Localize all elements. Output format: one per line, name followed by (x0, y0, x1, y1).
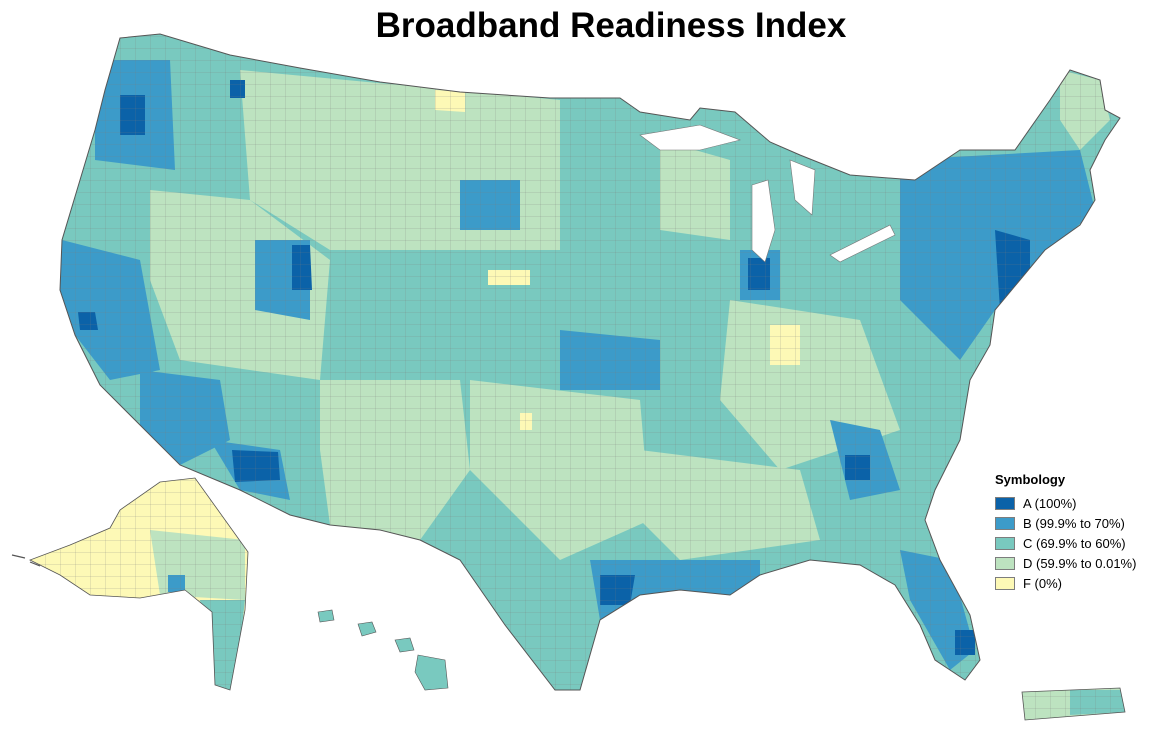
legend-swatch-d (995, 556, 1015, 570)
legend-swatch-a (995, 496, 1015, 510)
legend-item-f: F (0%) (995, 573, 1165, 593)
alaska (11, 477, 249, 691)
legend-item-a: A (100%) (995, 493, 1165, 513)
legend-label-c: C (69.9% to 60%) (1023, 535, 1126, 551)
lake-erie (829, 224, 896, 263)
legend-item-c: C (69.9% to 60%) (995, 533, 1165, 553)
puerto-rico-outline (1021, 687, 1126, 721)
legend-label-a: A (100%) (1023, 495, 1077, 511)
lake-superior (639, 124, 742, 151)
hawaii-big-island (414, 654, 449, 691)
legend-label-d: D (59.9% to 0.01%) (1023, 555, 1137, 571)
legend: Symbology A (100%) B (99.9% to 70%) C (6… (995, 472, 1165, 593)
hawaii-oahu (357, 621, 377, 637)
legend-swatch-f (995, 576, 1015, 590)
legend-swatch-b (995, 516, 1015, 530)
legend-title: Symbology (995, 472, 1066, 487)
alaska-grid-overlay (30, 478, 248, 690)
puerto-rico (1021, 687, 1126, 721)
contiguous-us-outline (59, 33, 1121, 691)
hawaii-maui (394, 637, 415, 653)
alaska-outline (29, 477, 249, 691)
aleutian-islands (11, 554, 41, 567)
hawaii (317, 609, 449, 691)
lake-michigan (751, 179, 776, 263)
map-title: Broadband Readiness Index (375, 6, 847, 45)
legend-item-d: D (59.9% to 0.01%) (995, 553, 1165, 573)
lake-huron (789, 159, 816, 216)
hawaii-kauai (317, 609, 335, 623)
legend-swatch-c (995, 536, 1015, 550)
legend-item-b: B (99.9% to 70%) (995, 513, 1165, 533)
legend-label-b: B (99.9% to 70%) (1023, 515, 1125, 531)
legend-label-f: F (0%) (1023, 575, 1062, 591)
